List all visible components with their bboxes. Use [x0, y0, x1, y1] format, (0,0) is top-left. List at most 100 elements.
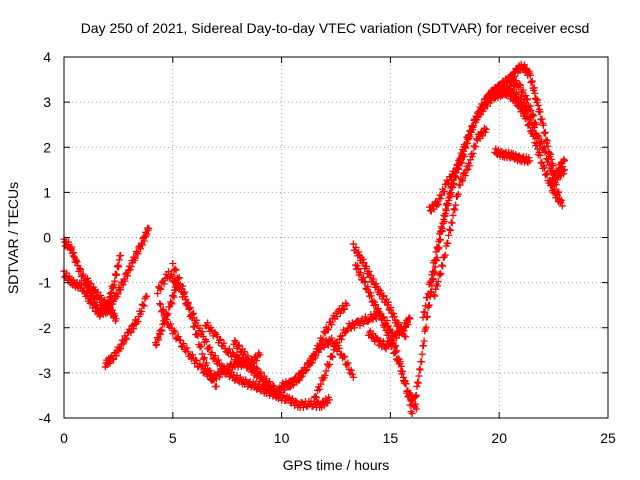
data-point — [230, 371, 238, 379]
data-point — [525, 154, 533, 162]
data-point — [433, 282, 441, 290]
data-point — [446, 225, 454, 233]
data-point — [388, 338, 396, 346]
data-point — [330, 346, 338, 354]
data-point — [333, 312, 341, 320]
data-point — [156, 300, 164, 308]
data-point — [541, 128, 549, 136]
data-point — [312, 394, 320, 402]
data-point — [176, 336, 184, 344]
data-point — [199, 355, 207, 363]
data-point — [157, 326, 165, 334]
data-point — [216, 336, 224, 344]
data-point — [424, 290, 432, 298]
data-point — [538, 115, 546, 123]
data-point — [185, 305, 193, 313]
data-point — [551, 175, 559, 183]
data-point — [427, 277, 435, 285]
data-point — [372, 301, 380, 309]
data-point — [350, 324, 358, 332]
data-point — [137, 307, 145, 315]
data-point — [440, 253, 448, 261]
data-point — [196, 324, 204, 332]
data-point — [536, 108, 544, 116]
data-point — [402, 333, 410, 341]
data-point — [434, 201, 442, 209]
data-point — [70, 249, 78, 257]
series-arc-3 — [82, 274, 120, 325]
data-point — [241, 348, 249, 356]
data-point — [329, 353, 337, 361]
data-point — [319, 335, 327, 343]
data-point — [123, 335, 131, 343]
data-point — [560, 157, 568, 165]
data-point — [168, 299, 176, 307]
data-point — [184, 300, 192, 308]
data-point — [170, 293, 178, 301]
data-point — [434, 244, 442, 252]
data-point — [433, 199, 441, 207]
data-point — [138, 241, 146, 249]
data-point — [182, 296, 190, 304]
data-point — [196, 343, 204, 351]
data-point — [430, 291, 438, 299]
data-point — [285, 393, 293, 401]
data-point — [387, 303, 395, 311]
data-point — [430, 267, 438, 275]
data-point — [193, 357, 201, 365]
data-point — [198, 350, 206, 358]
data-point — [309, 356, 317, 364]
data-point — [316, 385, 324, 393]
data-point — [117, 345, 125, 353]
data-point — [448, 219, 456, 227]
data-point — [274, 395, 282, 403]
data-point — [293, 377, 301, 385]
data-point — [253, 364, 261, 372]
data-point — [542, 171, 550, 179]
data-point — [459, 177, 467, 185]
data-point — [119, 281, 127, 289]
data-point — [517, 81, 525, 89]
data-point — [181, 288, 189, 296]
data-point — [212, 382, 220, 390]
data-point — [422, 323, 430, 331]
data-point — [324, 325, 332, 333]
data-point — [124, 272, 132, 280]
data-point — [334, 341, 342, 349]
data-point — [349, 240, 357, 248]
data-point — [163, 312, 171, 320]
data-point — [532, 121, 540, 129]
data-point — [396, 360, 404, 368]
data-point — [472, 142, 480, 150]
data-point — [284, 383, 292, 391]
data-point — [438, 261, 446, 269]
data-point — [464, 165, 472, 173]
data-point — [273, 390, 281, 398]
data-point — [191, 322, 199, 330]
data-point — [78, 272, 86, 280]
data-point — [306, 361, 314, 369]
data-point — [423, 294, 431, 302]
data-point — [234, 342, 242, 350]
x-tick-label: 10 — [274, 430, 290, 446]
data-point — [347, 366, 355, 374]
data-point — [127, 263, 135, 271]
data-point — [470, 122, 478, 130]
data-point — [266, 378, 274, 386]
data-point — [469, 126, 477, 134]
data-point — [433, 243, 441, 251]
data-point — [436, 271, 444, 279]
data-point — [364, 283, 372, 291]
data-point — [80, 284, 88, 292]
data-point — [65, 238, 73, 246]
data-point — [77, 266, 85, 274]
data-point — [226, 360, 234, 368]
series-arc-21 — [480, 72, 540, 129]
data-point — [406, 315, 414, 323]
data-point — [543, 137, 551, 145]
data-point — [175, 274, 183, 282]
data-point — [418, 350, 426, 358]
data-point — [535, 133, 543, 141]
data-point — [456, 181, 464, 189]
